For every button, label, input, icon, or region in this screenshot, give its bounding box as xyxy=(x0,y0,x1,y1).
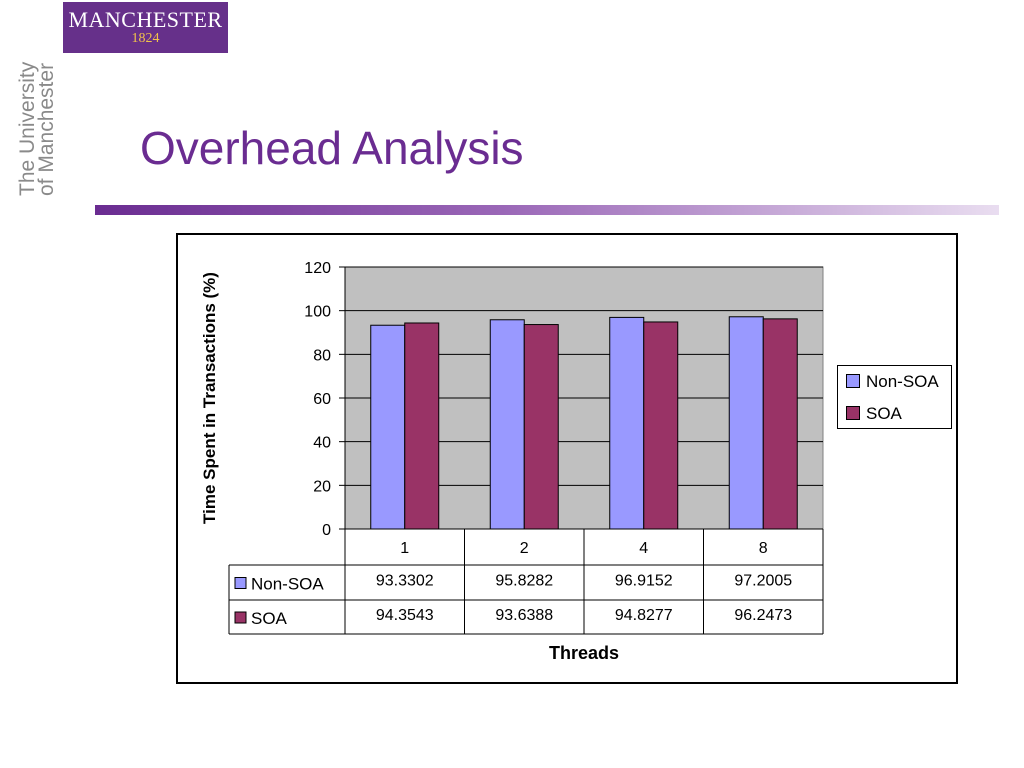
bar-soa-1 xyxy=(404,322,440,530)
chart-legend: Non-SOA SOA xyxy=(837,365,952,429)
x-tick-label: 4 xyxy=(639,540,648,557)
y-tick-label: 60 xyxy=(313,391,331,408)
table-swatch-soa xyxy=(234,611,247,624)
y-tick-label: 80 xyxy=(313,347,331,364)
x-tick-label: 1 xyxy=(400,540,409,557)
legend-label-soa: SOA xyxy=(866,404,902,423)
x-tick-label: 8 xyxy=(759,540,768,557)
data-table-value: 95.8282 xyxy=(495,573,553,590)
data-table-value: 93.3302 xyxy=(376,573,434,590)
bar-soa-4 xyxy=(643,321,679,530)
y-tick-label: 120 xyxy=(304,260,331,277)
data-table-value: 93.6388 xyxy=(495,607,553,624)
table-swatch-non-soa xyxy=(234,577,247,589)
slide-title: Overhead Analysis xyxy=(140,122,524,174)
legend-item-non-soa: Non-SOA xyxy=(846,372,939,392)
legend-item-soa: SOA xyxy=(846,404,902,424)
y-axis-title: Time Spent in Transactions (%) xyxy=(200,272,219,524)
y-tick-label: 0 xyxy=(322,522,331,539)
table-series-name: Non-SOA xyxy=(251,575,324,594)
bar-non-soa-4 xyxy=(609,316,645,530)
data-table-value: 96.9152 xyxy=(615,573,673,590)
data-table-value: 94.3543 xyxy=(376,607,434,624)
bar-non-soa-2 xyxy=(489,319,525,530)
legend-label-non-soa: Non-SOA xyxy=(866,372,939,391)
x-axis-title: Threads xyxy=(549,643,619,663)
logo-year: 1824 xyxy=(131,31,160,46)
bar-soa-8 xyxy=(762,318,798,530)
bar-non-soa-8 xyxy=(728,316,764,530)
title-divider xyxy=(95,205,999,215)
data-table-value: 97.2005 xyxy=(734,573,792,590)
y-tick-label: 100 xyxy=(304,304,331,321)
logo-name: MANCHESTER xyxy=(68,7,223,32)
data-table-value: 96.2473 xyxy=(734,607,792,624)
y-tick-label: 40 xyxy=(313,435,331,452)
bar-soa-2 xyxy=(523,324,559,530)
bar-non-soa-1 xyxy=(370,324,406,530)
data-table-value: 94.8277 xyxy=(615,607,673,624)
x-tick-label: 2 xyxy=(520,540,529,557)
legend-swatch-soa xyxy=(846,406,860,420)
university-logo: MANCHESTER 1824 xyxy=(63,2,228,53)
legend-swatch-non-soa xyxy=(846,374,860,388)
table-series-name: SOA xyxy=(251,609,288,628)
y-tick-label: 20 xyxy=(313,478,331,495)
